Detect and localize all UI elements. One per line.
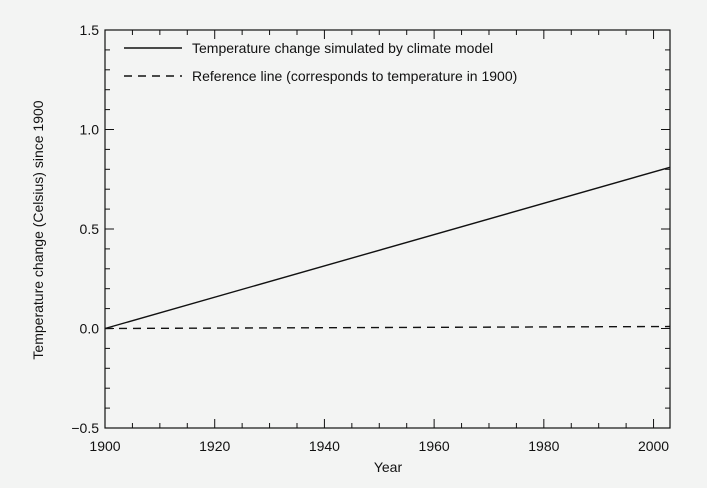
- legend: Temperature change simulated by climate …: [124, 40, 517, 84]
- x-tick-label: 1920: [199, 438, 230, 454]
- x-tick-label: 1940: [309, 438, 340, 454]
- legend-entry-label: Temperature change simulated by climate …: [192, 40, 493, 56]
- x-tick-label: 1960: [419, 438, 450, 454]
- y-tick-label: 1.5: [80, 22, 100, 38]
- x-tick-label: 1900: [89, 438, 120, 454]
- plot-layer: [104, 29, 671, 429]
- reference-line: [104, 325, 671, 330]
- plot-frame: [104, 29, 671, 429]
- x-tick-label: 1980: [528, 438, 559, 454]
- y-tick-label: −0.5: [71, 420, 99, 436]
- x-tick-label: 2000: [638, 438, 669, 454]
- y-axis-label: Temperature change (Celsius) since 1900: [30, 100, 46, 359]
- model-temperature-line: [104, 166, 671, 330]
- y-tick-label: 0.5: [80, 221, 100, 237]
- x-axis-label: Year: [374, 459, 403, 475]
- y-tick-label: 0.0: [80, 321, 100, 337]
- y-tick-label: 1.0: [80, 122, 100, 138]
- legend-entry-label: Reference line (corresponds to temperatu…: [192, 68, 517, 84]
- tick-layer: −0.5 0.0 0.5 1.0 1.5 1900 1920 1940 1960 1980 2000: [71, 22, 670, 454]
